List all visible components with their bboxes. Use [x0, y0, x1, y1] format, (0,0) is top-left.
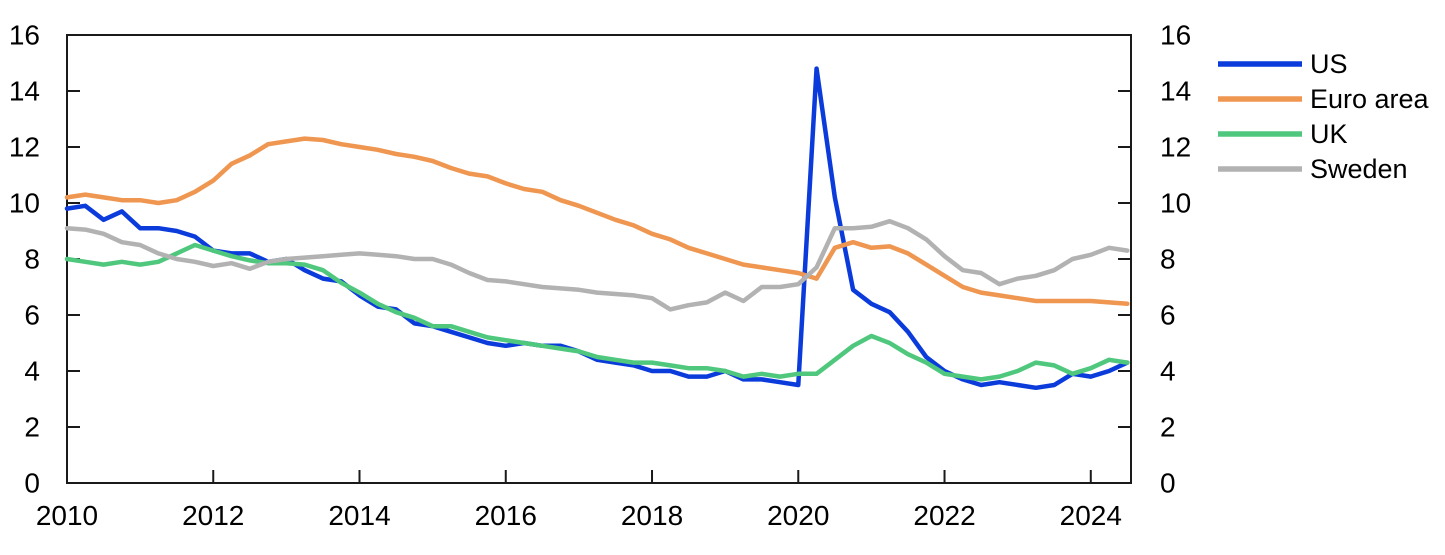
y-axis-label-left: 4: [24, 356, 40, 387]
y-axis-label-right: 10: [1160, 188, 1191, 219]
y-axis-label-right: 16: [1160, 20, 1191, 51]
x-axis-label: 2020: [767, 500, 829, 531]
legend-item-us: US: [1218, 49, 1348, 79]
y-axis-label-left: 10: [9, 188, 40, 219]
legend-label-us: US: [1310, 49, 1348, 79]
x-axis-label: 2022: [913, 500, 975, 531]
legend-label-sweden: Sweden: [1310, 154, 1408, 184]
legend-item-uk: UK: [1218, 119, 1348, 149]
y-axis-label-right: 4: [1160, 356, 1176, 387]
y-axis-label-left: 14: [9, 76, 40, 107]
y-axis-label-right: 6: [1160, 300, 1176, 331]
legend-label-euro-area: Euro area: [1310, 84, 1430, 114]
legend: US Euro area UK Sweden: [1218, 49, 1430, 184]
x-axis-label: 2016: [475, 500, 537, 531]
x-axis-label: 2024: [1060, 500, 1122, 531]
y-axis-label-right: 12: [1160, 132, 1191, 163]
x-axis-label: 2018: [621, 500, 683, 531]
series-line-us: [64, 66, 1130, 391]
x-axis-label: 2014: [328, 500, 390, 531]
y-axis-label-left: 6: [24, 300, 40, 331]
legend-label-uk: UK: [1310, 119, 1348, 149]
y-axis-label-left: 8: [24, 244, 40, 275]
y-axis-label-left: 16: [9, 20, 40, 51]
y-axis-label-left: 0: [24, 468, 40, 499]
y-axis-label-right: 0: [1160, 468, 1176, 499]
y-axis-label-right: 8: [1160, 244, 1176, 275]
legend-item-sweden: Sweden: [1218, 154, 1408, 184]
y-axis-label-left: 12: [9, 132, 40, 163]
legend-item-euro-area: Euro area: [1218, 84, 1430, 114]
series-line-euro-area: [64, 136, 1130, 307]
y-axis-label-right: 14: [1160, 76, 1191, 107]
x-axis-label: 2012: [182, 500, 244, 531]
series-line-uk: [64, 242, 1130, 382]
plot-frame: [66, 34, 1132, 484]
y-axis-label-left: 2: [24, 412, 40, 443]
y-axis-label-right: 2: [1160, 412, 1176, 443]
x-axis-label: 2010: [36, 500, 98, 531]
series-line-sweden: [64, 218, 1130, 312]
